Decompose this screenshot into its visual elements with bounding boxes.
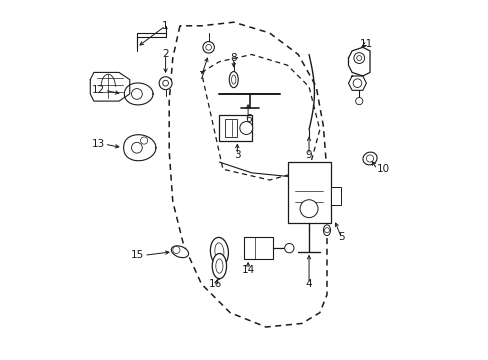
Circle shape bbox=[300, 200, 317, 218]
Ellipse shape bbox=[229, 72, 238, 87]
Text: 6: 6 bbox=[244, 114, 251, 124]
Text: 7: 7 bbox=[198, 71, 204, 81]
Text: 12: 12 bbox=[91, 85, 104, 95]
FancyBboxPatch shape bbox=[287, 162, 330, 223]
Text: 13: 13 bbox=[91, 139, 104, 149]
Text: 5: 5 bbox=[337, 232, 344, 242]
Circle shape bbox=[159, 77, 172, 90]
Circle shape bbox=[172, 246, 180, 253]
Ellipse shape bbox=[214, 243, 224, 261]
Circle shape bbox=[284, 243, 293, 253]
FancyBboxPatch shape bbox=[330, 187, 341, 205]
Ellipse shape bbox=[215, 259, 223, 273]
Circle shape bbox=[356, 55, 361, 60]
Circle shape bbox=[131, 89, 142, 99]
FancyBboxPatch shape bbox=[244, 237, 273, 259]
Circle shape bbox=[352, 79, 361, 87]
Circle shape bbox=[140, 137, 147, 144]
Text: 2: 2 bbox=[162, 49, 168, 59]
Text: 8: 8 bbox=[230, 53, 237, 63]
Text: 4: 4 bbox=[305, 279, 312, 289]
Text: 1: 1 bbox=[162, 21, 168, 31]
FancyBboxPatch shape bbox=[224, 119, 237, 137]
Ellipse shape bbox=[231, 75, 235, 84]
Text: 11: 11 bbox=[359, 39, 372, 49]
Ellipse shape bbox=[171, 246, 188, 258]
Circle shape bbox=[324, 228, 329, 233]
Circle shape bbox=[355, 98, 362, 105]
Text: 9: 9 bbox=[305, 150, 312, 160]
Ellipse shape bbox=[362, 152, 376, 165]
Circle shape bbox=[205, 44, 211, 50]
Circle shape bbox=[239, 122, 252, 134]
Circle shape bbox=[203, 41, 214, 53]
Text: 15: 15 bbox=[131, 250, 144, 260]
Circle shape bbox=[163, 80, 168, 86]
Ellipse shape bbox=[323, 225, 330, 235]
Text: 3: 3 bbox=[234, 150, 240, 160]
Text: 14: 14 bbox=[241, 265, 254, 275]
Circle shape bbox=[366, 155, 373, 162]
FancyBboxPatch shape bbox=[219, 116, 251, 140]
Circle shape bbox=[131, 142, 142, 153]
Text: 16: 16 bbox=[209, 279, 222, 289]
Text: 10: 10 bbox=[376, 164, 389, 174]
Circle shape bbox=[353, 53, 364, 63]
Ellipse shape bbox=[212, 253, 226, 279]
Ellipse shape bbox=[210, 237, 228, 266]
